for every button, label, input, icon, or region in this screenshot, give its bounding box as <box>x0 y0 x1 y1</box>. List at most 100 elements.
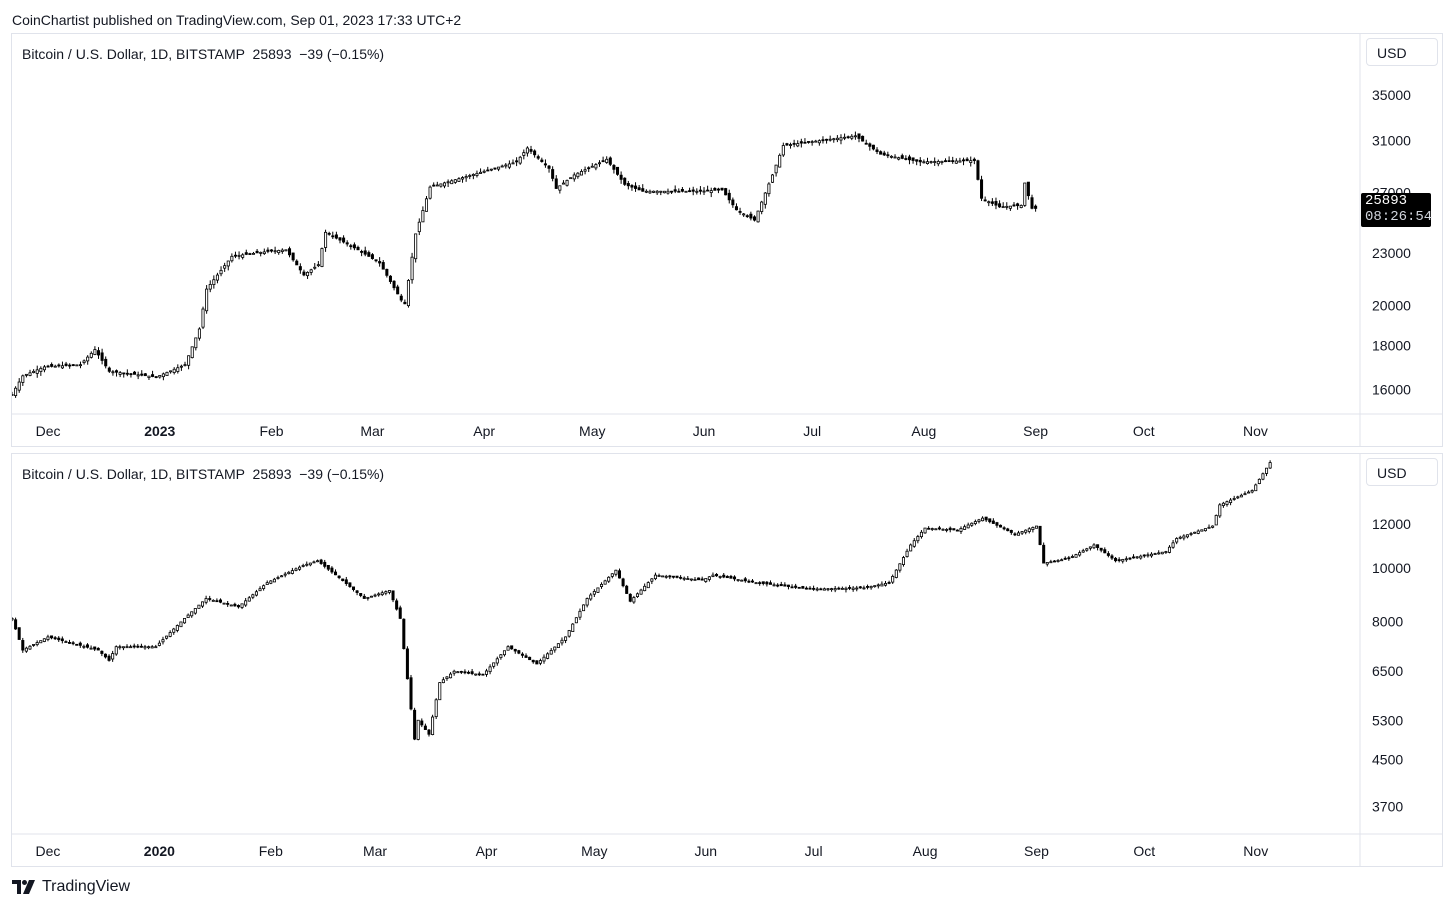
candle-body <box>21 640 25 651</box>
candle <box>977 518 981 524</box>
candle-body <box>515 160 519 163</box>
candle <box>686 575 690 580</box>
candle <box>1012 202 1016 207</box>
candle-body <box>244 600 248 606</box>
footer-branding[interactable]: TradingView <box>12 876 130 898</box>
candle <box>283 571 287 578</box>
candle-body <box>843 136 847 139</box>
candle <box>388 275 392 284</box>
candle-body <box>254 591 258 596</box>
candle <box>1268 460 1272 469</box>
candle-body <box>1088 546 1092 549</box>
candle-body <box>344 579 348 584</box>
candle-body <box>893 156 897 159</box>
price-tick-label: 5300 <box>1372 712 1403 728</box>
candle-body <box>1239 494 1243 498</box>
candle <box>605 156 609 164</box>
candle-body <box>1049 561 1053 564</box>
candle <box>244 249 248 256</box>
candle <box>572 172 576 182</box>
candle <box>150 645 154 649</box>
candle <box>495 656 499 666</box>
candle <box>1026 181 1030 200</box>
candle-body <box>750 580 755 583</box>
candle <box>790 584 794 589</box>
candle <box>767 182 771 197</box>
candle-body <box>133 371 137 375</box>
candle-body <box>474 673 478 676</box>
candle-body <box>919 531 923 538</box>
chart-panel-bottom[interactable]: 3700 4500 5300 6500 8000 10000 12000 Dec 2020 Feb… <box>11 453 1443 867</box>
candle-body <box>934 528 938 531</box>
candle-body <box>237 254 241 257</box>
candle <box>965 157 969 162</box>
candle <box>75 643 79 646</box>
candle-body <box>53 365 57 368</box>
candle-body <box>768 582 772 585</box>
candle-body <box>60 638 64 642</box>
candle <box>1142 554 1146 558</box>
candle-body <box>916 536 920 542</box>
candle <box>839 134 843 145</box>
candle <box>905 548 909 558</box>
candle-body <box>1002 527 1006 530</box>
candle-body <box>513 648 517 652</box>
candle-body <box>994 201 998 206</box>
candle <box>208 280 212 293</box>
candle-body <box>14 387 18 396</box>
candle <box>197 327 201 341</box>
candle-body <box>659 190 663 193</box>
candle <box>596 587 600 594</box>
candle-body <box>621 578 625 587</box>
candle <box>262 584 266 591</box>
candle-body <box>583 169 587 172</box>
candlestick-chart-top[interactable]: 16000180002000023000270003100035000Dec20… <box>12 34 1442 446</box>
candle <box>46 364 50 368</box>
candle-body <box>481 673 485 676</box>
candle-body <box>522 152 526 156</box>
candle-body <box>1092 544 1096 549</box>
candle-body <box>477 673 481 676</box>
candle <box>157 640 161 647</box>
candle-body <box>518 156 522 164</box>
candle <box>409 674 413 711</box>
candle <box>641 184 645 192</box>
candle-body <box>561 182 565 185</box>
candle <box>384 590 388 596</box>
candle-body <box>984 516 988 521</box>
candle-body <box>511 162 515 165</box>
candle <box>955 529 959 532</box>
chart-panel-top[interactable]: 16000180002000023000270003100035000Dec20… <box>11 33 1443 447</box>
candle <box>349 243 353 250</box>
candle <box>269 580 273 585</box>
candle <box>215 598 219 603</box>
candle-body <box>623 177 627 185</box>
candle-body <box>352 244 356 249</box>
candle-body <box>553 646 557 651</box>
candle-body <box>457 178 461 182</box>
candle-body <box>1074 554 1078 558</box>
candle-body <box>262 251 266 254</box>
candle <box>39 640 43 644</box>
currency-button[interactable]: USD <box>1366 458 1438 486</box>
candle <box>1153 552 1157 555</box>
candle <box>837 586 841 590</box>
candle <box>528 656 532 661</box>
candle-body <box>374 259 378 262</box>
candle <box>1001 202 1005 209</box>
candle-body <box>848 587 852 589</box>
candle <box>161 636 165 645</box>
candle-body <box>194 337 198 349</box>
candle <box>1019 204 1023 209</box>
candle <box>201 306 205 330</box>
candle-body <box>468 175 472 177</box>
candle-body <box>277 250 281 254</box>
candle <box>1016 530 1021 536</box>
time-tick-label: 2020 <box>144 843 175 859</box>
candle <box>484 668 489 677</box>
candle <box>569 177 573 180</box>
candlestick-chart-bottom[interactable]: 3700 4500 5300 6500 8000 10000 12000 Dec 2020 Feb… <box>12 454 1442 866</box>
currency-button[interactable]: USD <box>1366 38 1438 66</box>
candle <box>972 157 976 165</box>
candle-body <box>461 177 465 180</box>
